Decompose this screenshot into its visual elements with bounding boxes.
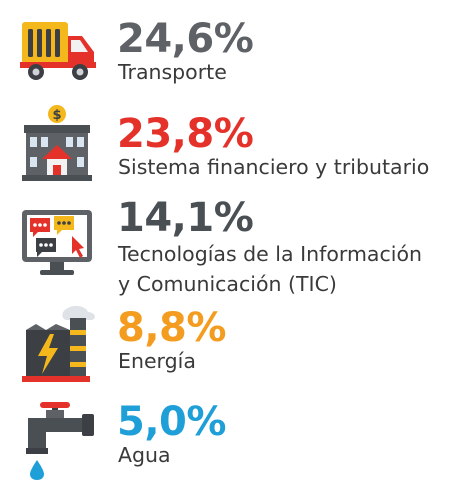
sector-label-line1: Tecnologías de la Información [118,242,422,266]
svg-text:$: $ [52,108,61,123]
percentage-value: 24,6% [117,16,254,62]
percentage-value: 23,8% [117,111,254,157]
percentage-value: 8,8% [117,305,226,351]
power-plant-icon [16,304,98,384]
sector-label-line2: y Comunicación (TIC) [118,272,337,296]
percentage-value: 14,1% [117,195,254,241]
bank-icon: $ [16,103,98,183]
sector-label: Transporte [118,60,227,84]
sector-label: Energía [118,349,196,373]
percentage-value: 5,0% [117,399,226,445]
sector-label: Sistema financiero y tributario [118,155,430,179]
sector-label: Agua [118,443,171,467]
computer-chat-icon [16,202,98,282]
truck-icon [16,10,98,90]
water-tap-icon [16,400,98,480]
